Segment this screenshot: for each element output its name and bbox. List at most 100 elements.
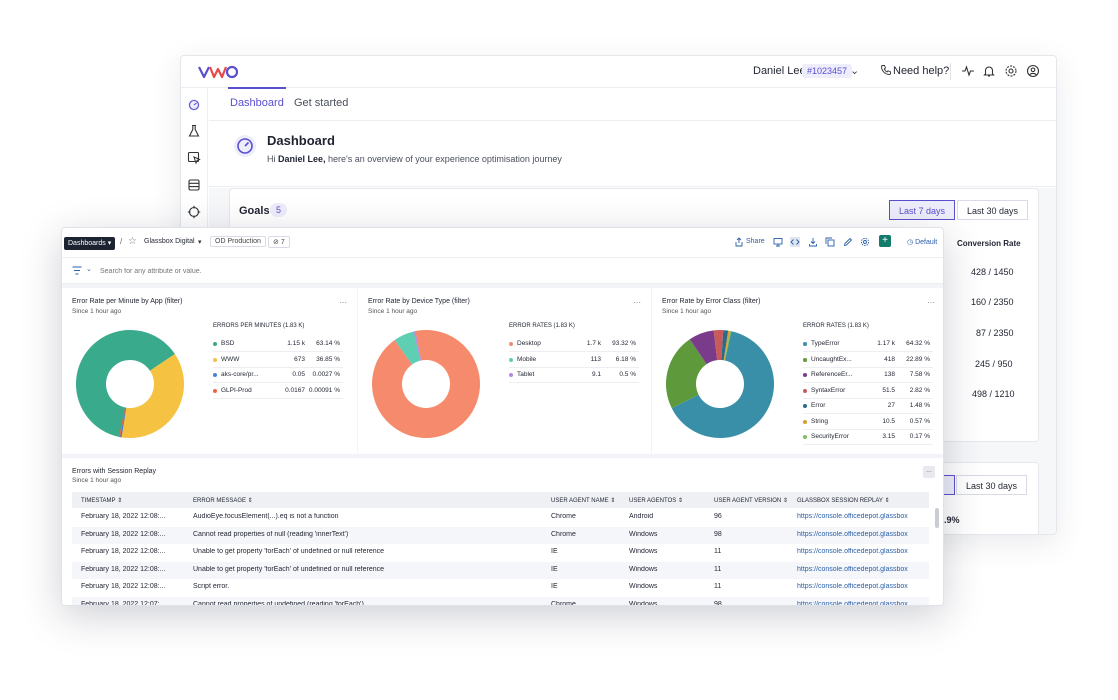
session-replay-link[interactable]: https://console.officedepot.glassbox [797,600,908,606]
breadcrumb-dashboard-name[interactable]: Glassbox Digital [144,238,195,245]
copy-icon[interactable] [825,237,835,247]
column-header[interactable]: USER AGENTOS ⇕ [629,498,683,504]
dashboards-dropdown[interactable]: Dashboards ▾ [64,237,116,250]
last-30-days-button[interactable]: Last 30 days [956,475,1028,495]
panel-title: Error Rate by Error Class (filter) [662,298,761,305]
share-button[interactable]: Share [746,238,765,245]
legend-row[interactable]: TypeError 1.17 k 64.32 % [803,338,933,352]
chevron-down-icon[interactable]: ⌄ [850,65,860,77]
legend-value: 51.5 [882,386,895,394]
session-replay-link[interactable]: https://console.officedepot.glassbox [797,548,908,555]
table-row[interactable]: February 18, 2022 12:08:... Unable to get… [72,544,929,561]
donut-slice-www[interactable] [121,354,184,438]
activity-icon[interactable] [961,64,975,78]
conversion-value: 498 / 1210 [972,389,1015,399]
donut-slice-referenceer[interactable] [689,330,718,365]
table-row[interactable]: February 18, 2022 12:08:... Script error.… [72,579,929,596]
add-widget-button[interactable]: + [879,235,891,247]
flask-icon[interactable] [187,124,201,138]
more-options-icon[interactable]: ⋯ [339,298,347,307]
table-row[interactable]: February 18, 2022 12:08:... Unable to get… [72,561,929,579]
donut-slice-mobile[interactable] [394,331,421,365]
glassbox-window: Dashboards ▾ / ☆ Glassbox Digital ▾ OD P… [61,227,944,606]
session-replay-link[interactable]: https://console.officedepot.glassbox [797,513,908,520]
donut-slice-securityerror[interactable] [724,330,732,361]
legend-row[interactable]: ReferenceEr... 138 7.58 % [803,369,933,383]
database-icon[interactable] [187,178,201,192]
legend-row[interactable]: String 10.5 0.57 % [803,416,933,430]
tags-badge[interactable]: ⊘ 7 [268,236,290,248]
environment-badge[interactable]: OD Production [210,236,266,247]
legend-row[interactable]: Tablet 9.1 0.5 % [509,369,639,383]
account-id-badge: #1023457 [802,64,853,78]
session-replay-link[interactable]: https://console.officedepot.glassbox [797,530,908,538]
scrollbar[interactable] [935,508,939,528]
filter-icon[interactable] [72,266,82,275]
vwo-logo[interactable] [197,62,239,82]
column-header[interactable]: USER AGENT VERSION ⇕ [714,498,788,504]
time-range-button[interactable]: ◷ Default [907,239,938,246]
download-icon[interactable] [808,237,818,247]
table-row[interactable]: February 18, 2022 12:08:... Cannot read p… [72,526,929,544]
legend-row[interactable]: Error 27 1.48 % [803,400,933,414]
star-icon[interactable]: ☆ [128,236,137,247]
crosshair-icon[interactable] [187,205,201,219]
last-7-days-button[interactable]: Last 7 days [889,200,956,220]
donut-slice-typeerror[interactable] [671,331,774,438]
donut-slice-uncaughtex[interactable] [666,339,707,409]
legend-row[interactable]: aks-core/pr... 0.05 0.0027 % [213,369,343,383]
more-options-icon[interactable]: ⋯ [927,298,935,307]
donut-slice-tablet[interactable] [413,331,422,361]
settings-icon[interactable] [860,237,870,247]
code-icon[interactable] [790,237,800,247]
legend-label: Mobile [517,355,537,363]
search-input[interactable] [100,262,600,280]
donut-slice-aks-core-pr[interactable] [120,407,127,438]
column-header[interactable]: GLASSBOX SESSION REPLAY ⇕ [797,498,890,504]
donut-slice-error[interactable] [721,330,729,361]
table-cell: Windows [629,600,658,606]
donut-slice-glpi-prod[interactable] [118,407,126,438]
donut-slice-syntaxerror[interactable] [713,330,724,361]
session-replay-link[interactable]: https://console.officedepot.glassbox [797,565,908,573]
bell-icon[interactable] [982,64,996,78]
column-header[interactable]: USER AGENT NAME ⇕ [551,498,616,504]
legend-row[interactable]: SyntaxError 51.5 2.82 % [803,385,933,399]
donut-slice-desktop[interactable] [372,330,480,438]
share-icon[interactable] [734,237,744,247]
chevron-down-icon[interactable]: ▾ [198,239,202,246]
tab-get-started[interactable]: Get started [294,97,349,109]
table-cell: February 18, 2022 12:08:... [81,565,166,573]
legend-row[interactable]: SecurityError 3.15 0.17 % [803,431,933,445]
legend-value: 0.0167 [285,386,305,394]
more-options-icon[interactable]: ⋯ [633,298,641,307]
edit-icon[interactable] [843,237,853,247]
column-header[interactable]: ERROR MESSAGE ⇕ [193,498,253,504]
legend-row[interactable]: BSD 1.15 k 63.14 % [213,338,343,352]
donut-slice-string[interactable] [723,330,731,361]
session-replay-link[interactable]: https://console.officedepot.glassbox [797,583,908,590]
legend-row[interactable]: UncaughtEx... 418 22.89 % [803,354,933,368]
more-options-button[interactable]: ... [923,466,935,478]
legend-row[interactable]: Mobile 113 6.18 % [509,354,639,368]
tab-dashboard[interactable]: Dashboard [230,97,284,109]
legend-row[interactable]: GLPI-Prod 0.0167 0.00091 % [213,385,343,399]
need-help-link[interactable]: Need help? [893,65,950,77]
dashboard-gauge-icon[interactable] [187,98,201,112]
gear-icon[interactable] [1004,64,1018,78]
legend-title: ERROR RATES (1.83 K) [803,323,869,329]
column-header[interactable]: TIMESTAMP ⇕ [81,498,123,504]
user-name[interactable]: Daniel Lee [753,65,806,77]
cursor-select-icon[interactable] [187,151,201,165]
last-30-days-button[interactable]: Last 30 days [957,200,1029,220]
legend-row[interactable]: WWW 673 36.85 % [213,354,343,368]
conversion-value: 87 / 2350 [976,328,1014,338]
profile-icon[interactable] [1026,64,1040,78]
table-cell: 98 [714,530,722,538]
monitor-icon[interactable] [773,237,783,247]
donut-slice-bsd[interactable] [76,330,175,438]
legend-row[interactable]: Desktop 1.7 k 93.32 % [509,338,639,352]
table-row[interactable]: February 18, 2022 12:08:... AudioEye.focu… [72,509,929,526]
table-row[interactable]: February 18, 2022 12:07:... Cannot read p… [72,596,929,606]
chevron-down-icon[interactable]: ⌄ [86,266,92,273]
